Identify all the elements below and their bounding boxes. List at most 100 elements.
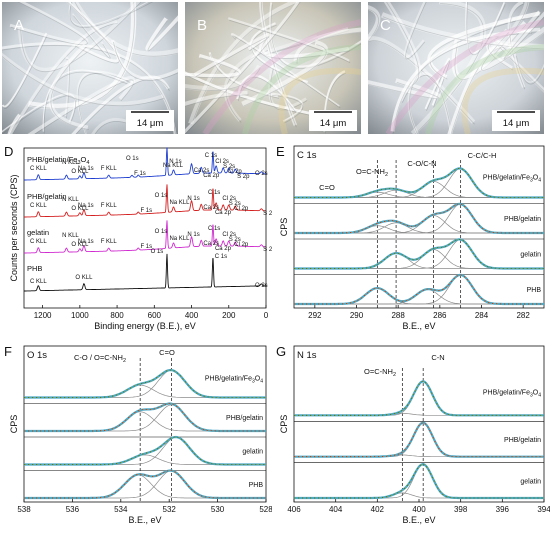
- x-tick-label: 0: [264, 311, 269, 320]
- fit-component: [24, 384, 266, 398]
- plot-frame: [23, 345, 267, 503]
- panel-title: O 1s: [27, 350, 47, 361]
- x-tick-label: 1200: [34, 311, 52, 320]
- peak-label: Ca 2p: [215, 210, 232, 216]
- peak-label: S 2p: [263, 211, 272, 217]
- peak-label: C KLL: [30, 279, 47, 285]
- band-annotation: C-C/C-H: [468, 151, 497, 160]
- y-axis-label: CPS: [279, 218, 289, 237]
- x-tick-label: 404: [329, 505, 343, 514]
- series-label: PHB/gelatin: [504, 437, 541, 444]
- peak-label: C KLL: [30, 239, 47, 245]
- panel-letter: B: [197, 17, 207, 34]
- y-axis-label: CPS: [9, 415, 19, 434]
- peak-label: O 1s: [126, 156, 139, 162]
- fitted-spectrum: [24, 436, 266, 465]
- peak-label: Cl 2s: [222, 196, 236, 202]
- survey-line-2: [24, 220, 266, 254]
- peak-label: S 2s: [223, 164, 235, 170]
- band-annotation: C=O: [159, 348, 175, 357]
- plot-frame: [293, 345, 545, 503]
- peak-label: F KLL: [101, 203, 118, 209]
- peak-label: F KLL: [101, 239, 118, 245]
- peak-label: Ca 2s: [203, 241, 219, 247]
- scale-bar-box: [309, 110, 357, 131]
- fit-envelope: [24, 435, 266, 466]
- series-label: PHB: [249, 482, 264, 489]
- fitted-spectrum: [294, 463, 544, 499]
- panel-title: C 1s: [297, 150, 317, 161]
- fitted-spectrum: [294, 203, 544, 234]
- survey-line-1: [24, 184, 266, 218]
- x-tick-label: 600: [148, 311, 162, 320]
- scale-bar-box: [492, 110, 540, 131]
- peak-label: S 2s: [229, 201, 241, 207]
- peak-label: S 2p: [237, 174, 250, 180]
- survey-line-3: [24, 253, 266, 292]
- x-tick-label: 538: [17, 505, 31, 514]
- scale-label: 14 μm: [320, 118, 347, 129]
- series-label: PHB/gelatin: [27, 192, 67, 201]
- peak-label: O KLL: [71, 242, 89, 248]
- fit-component: [294, 463, 544, 499]
- peak-label: S 2s: [229, 237, 241, 243]
- peak-label: N 1s: [187, 232, 199, 238]
- peak-label: Ca 2s: [203, 205, 219, 211]
- peak-label: O 1s: [155, 193, 168, 199]
- peak-label: N KLL: [62, 160, 79, 166]
- band-annotation: C-O / O=C-NH2: [74, 353, 126, 364]
- measured-spectrum: [294, 463, 544, 499]
- fit-component: [294, 381, 544, 416]
- fitted-spectrum: [294, 167, 544, 198]
- peak-label: Cl 2s: [222, 232, 236, 238]
- scale-label: 14 μm: [137, 118, 164, 129]
- peak-label: Cl 2p: [234, 242, 249, 248]
- measured-spectrum: [294, 274, 544, 305]
- series-label: PHB/gelatin/Fe3O4: [205, 375, 263, 384]
- survey-line-0: [24, 147, 266, 181]
- band-annotation: O=C-NH2: [356, 167, 388, 178]
- series-label: PHB/gelatin/Fe3O4: [483, 390, 541, 399]
- series-label: gelatin: [242, 448, 263, 455]
- x-tick-label: 396: [496, 505, 510, 514]
- peak-label: F 1s: [140, 244, 152, 250]
- x-tick-label: 400: [185, 311, 199, 320]
- plot-frame: [23, 147, 267, 309]
- xps-survey-chart: 1200 1000 800 600 400 200 0 Binding energy (B.E…: [0, 140, 276, 340]
- series-label: PHB/gelatin/Fe3O4: [483, 174, 541, 183]
- x-tick-label: 800: [110, 311, 124, 320]
- peak-label: Na 1s: [78, 239, 94, 245]
- peak-label: F 1s: [134, 171, 146, 177]
- band-annotation: O=C-NH2: [364, 367, 396, 378]
- x-tick-label: 282: [516, 311, 530, 320]
- x-tick-label: 402: [371, 505, 385, 514]
- peak-label: O KLL: [75, 275, 93, 281]
- peak-label: Na KLL: [163, 163, 184, 169]
- x-tick-label: 528: [259, 505, 272, 514]
- series-label: PHB/gelatin: [504, 216, 541, 223]
- measured-spectrum: [24, 436, 266, 465]
- x-axis: 406 404 402 400 398 396 394: [287, 499, 550, 514]
- peak-label: C 1s: [205, 153, 217, 159]
- micrograph-b: 14 μm B: [185, 2, 361, 134]
- peak-label: N KLL: [62, 233, 79, 239]
- peak-label: Na 1s: [78, 203, 94, 209]
- x-tick-label: 200: [222, 311, 236, 320]
- series-label: PHB/gelatin: [226, 415, 263, 422]
- fitted-spectrum: [294, 380, 544, 416]
- panel-letter: C: [380, 17, 391, 34]
- fit-component: [294, 287, 544, 305]
- peak-label: O KLL: [71, 169, 89, 175]
- fitted-spectrum: [24, 403, 266, 432]
- x-tick-label: 286: [433, 311, 447, 320]
- x-axis: 1200 1000 800 600 400 200 0: [34, 305, 269, 320]
- peak-label: C KLL: [30, 166, 47, 172]
- fit-component: [294, 274, 544, 305]
- peak-label: Cl 2s: [215, 159, 229, 165]
- x-tick-label: 292: [308, 311, 322, 320]
- panel-letter: G: [276, 344, 286, 359]
- series-label: gelatin: [27, 228, 49, 237]
- peak-label: N 1s: [169, 159, 181, 165]
- series-label: PHB: [27, 264, 42, 273]
- peak-label: Ca 2p: [203, 173, 220, 179]
